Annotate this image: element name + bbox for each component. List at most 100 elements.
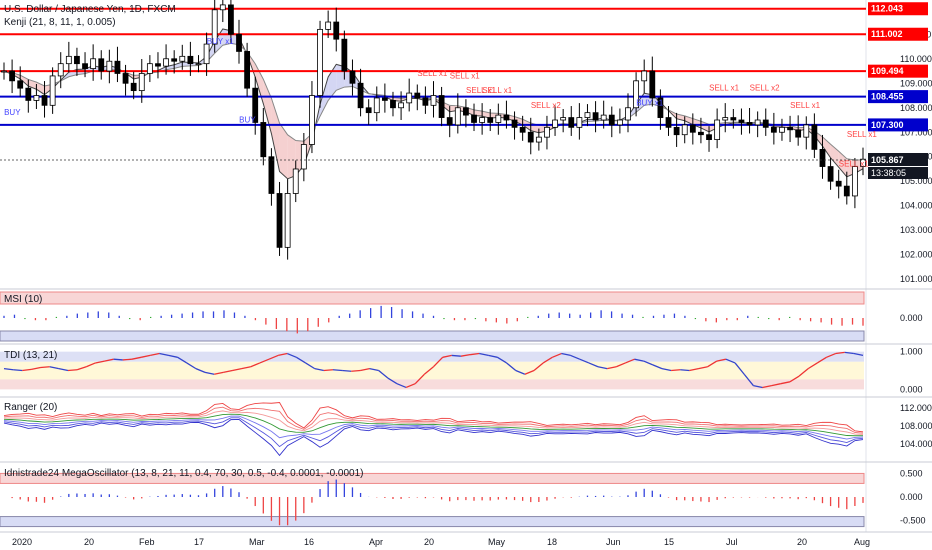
tdi-line-segment [552,352,562,358]
bullish-candle [454,107,461,126]
bearish-candle [657,97,664,118]
time-tick-label: 20 [797,537,807,547]
tdi-pane-title[interactable]: TDI (13, 21) [4,350,58,361]
bullish-candle [317,28,323,96]
bearish-candle [527,131,534,143]
mega-oscillator-pane-title[interactable]: Idnistrade24 MegaOscillator (13, 8, 21, … [4,468,364,479]
symbol-legend[interactable]: U.S. Dollar / Japanese Yen, 1D, FXCM [4,4,176,15]
bearish-candle [122,73,129,84]
bearish-candle [770,126,777,133]
bullish-candle [106,60,113,72]
trend-cloud-segment [328,64,337,101]
ranger-band-line [3,418,864,457]
bullish-candle [560,117,567,121]
tdi-line-segment [451,354,461,357]
bullish-candle [1,70,7,73]
tdi-line-segment [223,369,233,374]
tdi-line-segment [762,384,772,389]
ranger-band-line [3,402,864,433]
sell-signal-label: SELL x2 [531,101,561,110]
bearish-candle [341,38,348,72]
bullish-candle [203,43,210,65]
tdi-line-segment [314,367,324,372]
msi-pane-title[interactable]: MSI (10) [4,294,43,305]
tdi-pane[interactable]: 1.000 0.000 [0,347,923,395]
tdi-line-segment [40,366,50,369]
bearish-candle [74,55,80,65]
tdi-line-segment [76,366,87,371]
bearish-candle [787,126,793,131]
bullish-candle [325,21,332,30]
bullish-candle [600,114,607,121]
bearish-candle [689,124,696,133]
tdi-tick-label: 0.000 [900,384,923,394]
bullish-candle [641,70,648,82]
mega-upper-zone [0,472,865,484]
bearish-candle [463,107,469,116]
tdi-tick-label: 1.000 [900,347,923,357]
tdi-line-segment [405,383,416,389]
bearish-candle [41,95,48,106]
main-price-pane[interactable]: 101.000102.000103.000104.000105.000106.0… [0,0,932,284]
sell-signal-label: SELL x1 [839,160,869,169]
buy-signal-label: BUY x1 [207,37,235,46]
tdi-line-segment [570,354,580,360]
tdi-line-segment [232,367,242,372]
tdi-line-segment [524,369,535,375]
bearish-candle [487,117,494,123]
tdi-line-segment [323,369,334,372]
tdi-line-segment [214,371,224,375]
level-value-label: 108.455 [871,92,904,102]
bullish-candle [138,73,145,92]
trend-cloud-segment [287,134,296,179]
time-tick-label: 20 [424,537,434,547]
tdi-line-segment [579,358,590,364]
ranger-pane[interactable]: 112.000 108.000 104.000 [3,402,932,457]
mega-lower-zone [0,516,865,528]
tdi-line-segment [95,360,105,364]
time-tick-label: Aug [854,537,870,547]
tdi-line-segment [3,367,14,371]
resistance-level-tag [868,27,928,41]
bullish-candle [625,107,631,121]
bearish-candle [236,33,242,52]
time-tick-label: 20 [84,537,94,547]
bearish-candle [228,4,234,35]
ranger-band-line [3,406,864,434]
price-tick-label: 103.000 [900,225,932,235]
bullish-candle [851,166,858,197]
tdi-line-segment [597,366,608,370]
tdi-line-segment [268,354,279,360]
time-tick-label: Mar [249,537,265,547]
tdi-line-segment [85,362,96,368]
bullish-candle [65,55,72,65]
tdi-line-segment [469,352,480,356]
msi-pane[interactable]: 0.000 [0,291,923,342]
time-tick-label: 16 [304,537,314,547]
bearish-candle [390,100,396,109]
tdi-line-segment [689,367,699,372]
tdi-line-segment [351,369,361,372]
kenji-indicator-legend[interactable]: Kenji (21, 8, 11, 1, 0.005) [4,17,116,28]
tdi-line-segment [835,351,845,355]
trend-cloud-segment [255,63,264,104]
bearish-candle [244,51,251,89]
tdi-line-segment [104,358,114,362]
bearish-candle [730,117,737,121]
bullish-candle [860,158,866,167]
resistance-level-tag [868,64,928,78]
last-price-tag [868,153,928,167]
bullish-candle [754,119,761,126]
ranger-tick-label: 108.000 [900,421,932,431]
tdi-line-segment [789,375,800,383]
bearish-candle [381,97,388,101]
mega-oscillator-pane[interactable]: 0.500 0.000 -0.500 [0,468,926,528]
last-price-label: 105.867 [871,155,904,165]
ranger-pane-title[interactable]: Ranger (20) [4,402,58,413]
tdi-line-segment [342,369,352,372]
bullish-candle [398,102,404,109]
time-tick-label: 2020 [12,537,32,547]
buy-signal-label: BUY [239,115,256,124]
